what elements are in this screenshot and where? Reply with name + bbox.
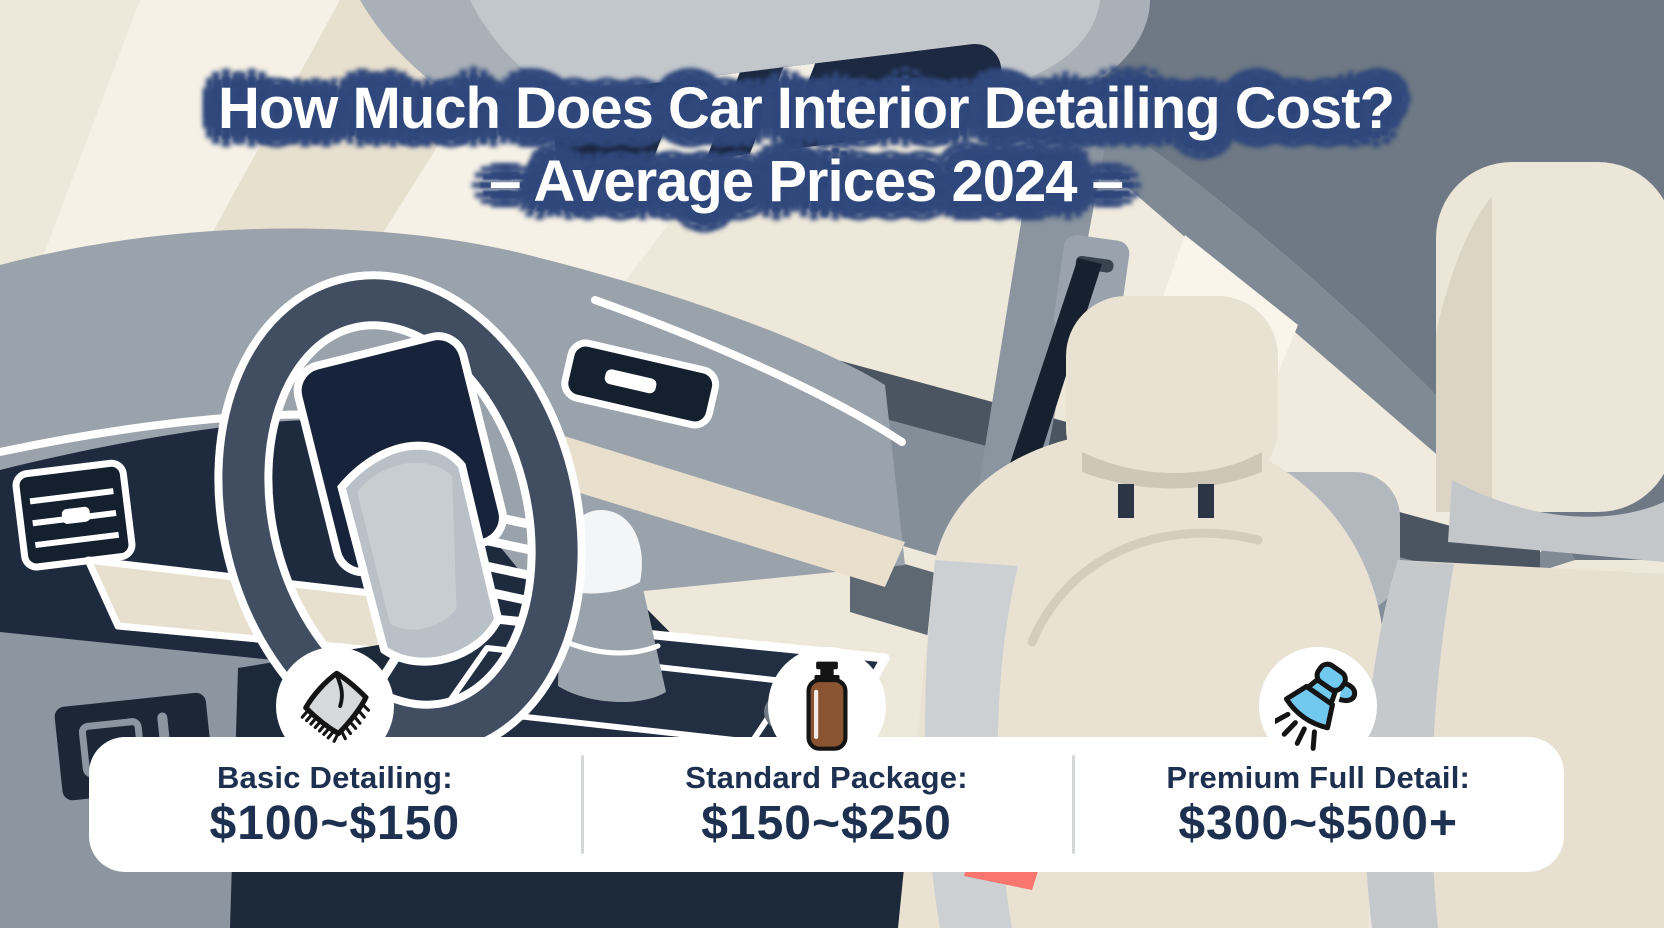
- page-title: How Much Does Car Interior Detailing Cos…: [0, 72, 1612, 218]
- tier-basic-label: Basic Detailing:: [216, 760, 453, 795]
- tier-premium: Premium Full Detail: $300~$500+: [1072, 737, 1564, 872]
- tier-premium-price: $300~$500+: [1178, 797, 1458, 850]
- overhead-console: [360, 0, 1150, 204]
- spray-nozzle-icon: [1275, 661, 1358, 751]
- tier-standard: Standard Package: $150~$250: [580, 737, 1073, 872]
- premium-tier-icon-badge: [1259, 647, 1377, 765]
- tier-basic: Basic Detailing: $100~$150: [89, 737, 581, 872]
- title-line-1: How Much Does Car Interior Detailing Cos…: [217, 76, 1395, 141]
- tier-standard-price: $150~$250: [701, 797, 952, 850]
- tier-standard-label: Standard Package:: [685, 760, 968, 795]
- cleaner-bottle-icon: [806, 661, 848, 751]
- steering-wheel: [214, 271, 586, 759]
- standard-tier-icon-badge: [768, 647, 886, 765]
- basic-tier-icon-badge: [276, 647, 394, 765]
- title-line-2: – Average Prices 2024 –: [489, 149, 1124, 214]
- microfiber-cloth-icon: [300, 670, 371, 743]
- air-vent: [12, 459, 136, 571]
- tier-basic-price: $100~$150: [209, 797, 461, 850]
- tier-premium-label: Premium Full Detail:: [1166, 760, 1471, 795]
